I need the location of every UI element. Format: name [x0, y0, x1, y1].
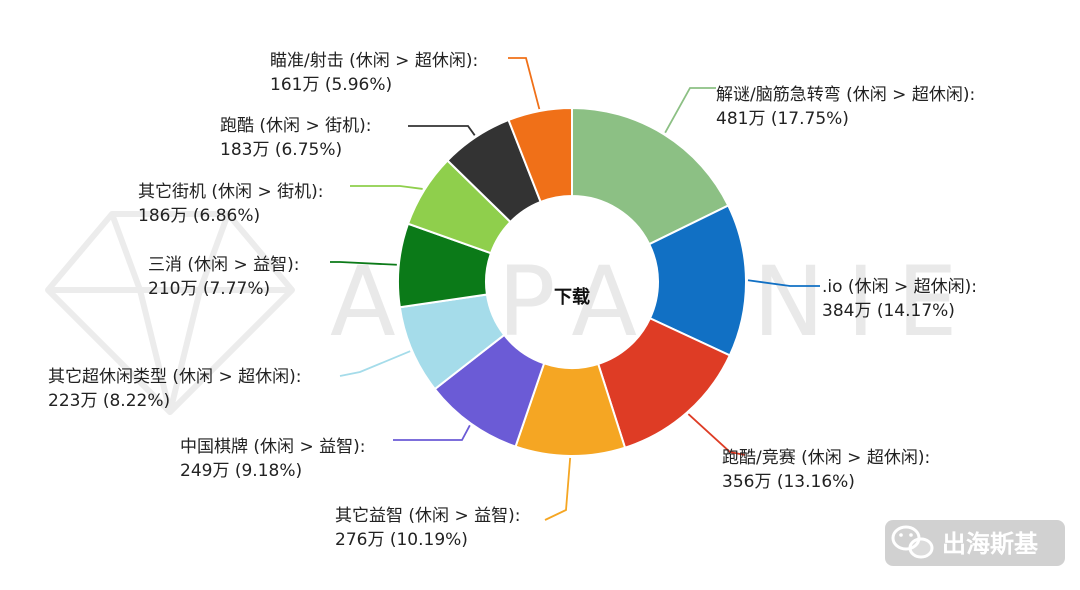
slice-name: 跑酷 (休闲 > 街机): — [220, 116, 371, 136]
slice-label: 其它超休闲类型 (休闲 > 超休闲): 223万 (8.22%) — [48, 367, 301, 411]
donut-slice[interactable] — [507, 106, 573, 204]
donut-slices — [397, 106, 747, 457]
leader-line — [350, 185, 423, 190]
slice-labels: 解谜/脑筋急转弯 (休闲 > 超休闲): 481万 (17.75%) .io (休闲… — [48, 51, 977, 550]
slice-name: 三消 (休闲 > 益智): — [148, 255, 299, 275]
wechat-badge-text: 出海斯基 — [942, 530, 1039, 558]
slice-label: 中国棋牌 (休闲 > 益智): 249万 (9.18%) — [180, 437, 365, 481]
leader-line — [408, 125, 476, 136]
slice-value: 276万 (10.19%) — [335, 530, 468, 550]
wechat-badge: 出海斯基 — [885, 520, 1065, 566]
slice-value: 183万 (6.75%) — [220, 140, 342, 160]
slice-name: 其它超休闲类型 (休闲 > 超休闲): — [48, 367, 301, 387]
leader-line — [330, 261, 397, 266]
slice-value: 223万 (8.22%) — [48, 391, 170, 411]
donut-slice[interactable] — [571, 106, 730, 246]
slice-label: 跑酷 (休闲 > 街机): 183万 (6.75%) — [220, 116, 371, 160]
leader-line — [393, 424, 471, 441]
slice-value: 161万 (5.96%) — [270, 75, 392, 95]
slice-name: 其它街机 (休闲 > 街机): — [138, 182, 323, 202]
slice-value: 249万 (9.18%) — [180, 461, 302, 481]
slice-label: 其它益智 (休闲 > 益智): 276万 (10.19%) — [335, 506, 520, 550]
slice-name: 瞄准/射击 (休闲 > 超休闲): — [270, 51, 478, 71]
wechat-icon — [891, 525, 934, 559]
slice-value: 481万 (17.75%) — [716, 109, 849, 129]
slice-name: 中国棋牌 (休闲 > 益智): — [180, 437, 365, 457]
center-title: 下载 — [554, 286, 590, 308]
leader-lines — [330, 57, 820, 521]
slice-value: 210万 (7.77%) — [148, 279, 270, 299]
slice-value: 186万 (6.86%) — [138, 206, 260, 226]
slice-label: 三消 (休闲 > 益智): 210万 (7.77%) — [148, 255, 299, 299]
leader-line — [747, 279, 820, 287]
slice-label: .io (休闲 > 超休闲): 384万 (14.17%) — [822, 277, 977, 321]
slice-label: 其它街机 (休闲 > 街机): 186万 (6.86%) — [138, 182, 323, 226]
leader-line — [687, 413, 746, 456]
leader-line — [508, 57, 541, 110]
watermark-diamond-icon — [45, 211, 295, 415]
slice-label: 解谜/脑筋急转弯 (休闲 > 超休闲): 481万 (17.75%) — [716, 85, 975, 129]
slice-label: 跑酷/竞赛 (休闲 > 超休闲): 356万 (13.16%) — [722, 447, 930, 492]
leader-line — [544, 457, 572, 521]
slice-name: 跑酷/竞赛 (休闲 > 超休闲): — [722, 447, 930, 468]
slice-name: .io (休闲 > 超休闲): — [822, 277, 977, 297]
slice-name: 解谜/脑筋急转弯 (休闲 > 超休闲): — [716, 85, 975, 105]
leader-line — [664, 87, 716, 134]
slice-label: 瞄准/射击 (休闲 > 超休闲): 161万 (5.96%) — [270, 51, 478, 95]
leader-line — [339, 350, 411, 377]
donut-slice[interactable] — [647, 204, 747, 357]
slice-name: 其它益智 (休闲 > 益智): — [335, 506, 520, 526]
slice-value: 384万 (14.17%) — [822, 301, 955, 321]
slice-value: 356万 (13.16%) — [722, 472, 855, 492]
